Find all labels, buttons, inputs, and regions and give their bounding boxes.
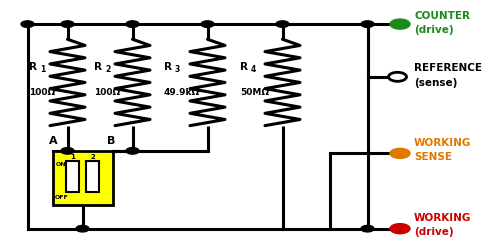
Text: OFF: OFF: [55, 194, 69, 200]
Circle shape: [390, 224, 410, 234]
Text: R: R: [164, 62, 172, 71]
Circle shape: [388, 73, 406, 82]
Bar: [66, 162, 79, 193]
Text: 4: 4: [251, 65, 256, 74]
Text: REFERENCE: REFERENCE: [414, 63, 482, 73]
Circle shape: [390, 20, 410, 30]
Circle shape: [61, 22, 74, 28]
Circle shape: [126, 22, 139, 28]
Text: R: R: [29, 62, 37, 71]
Text: 2: 2: [90, 153, 95, 159]
Circle shape: [21, 22, 34, 28]
Circle shape: [201, 22, 214, 28]
Text: (drive): (drive): [414, 226, 454, 236]
Text: R: R: [240, 62, 248, 71]
Text: (sense): (sense): [414, 78, 458, 88]
Text: WORKING: WORKING: [414, 138, 472, 147]
Text: 50MΩ: 50MΩ: [240, 88, 269, 96]
Text: WORKING: WORKING: [414, 212, 472, 222]
Circle shape: [276, 22, 289, 28]
Circle shape: [361, 22, 374, 28]
Text: 49.9kΩ: 49.9kΩ: [164, 88, 200, 96]
Text: SENSE: SENSE: [414, 151, 452, 161]
Text: 2: 2: [105, 65, 110, 74]
Text: A: A: [49, 135, 58, 145]
Bar: [52, 151, 112, 205]
Text: 100Ω: 100Ω: [29, 88, 55, 96]
Text: 100Ω: 100Ω: [94, 88, 120, 96]
Text: 3: 3: [175, 65, 180, 74]
Circle shape: [76, 226, 89, 232]
Text: R: R: [94, 62, 102, 71]
Text: 1: 1: [70, 153, 74, 159]
Text: (drive): (drive): [414, 25, 454, 35]
Text: 1: 1: [40, 65, 45, 74]
Circle shape: [361, 226, 374, 232]
Circle shape: [126, 148, 139, 154]
Text: ON: ON: [56, 162, 66, 167]
Text: B: B: [108, 135, 116, 145]
Bar: [86, 162, 100, 193]
Circle shape: [390, 149, 410, 159]
Circle shape: [61, 148, 74, 154]
Text: COUNTER: COUNTER: [414, 10, 470, 20]
